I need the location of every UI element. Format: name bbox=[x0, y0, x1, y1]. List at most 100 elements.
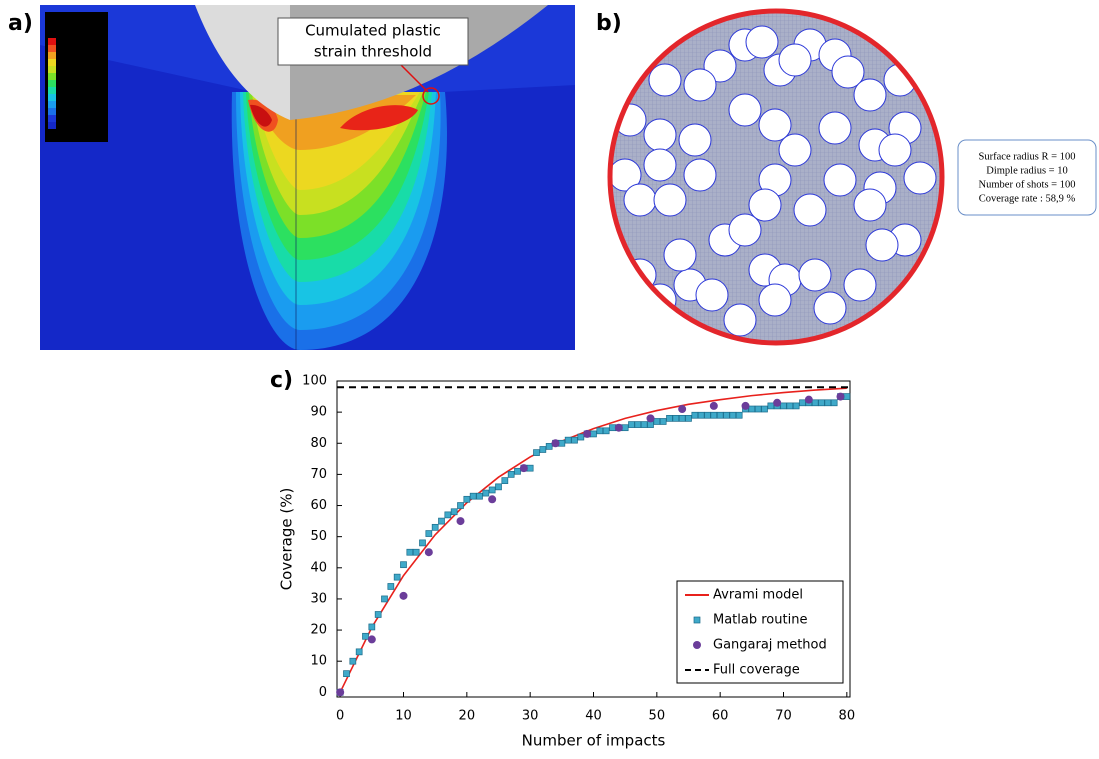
square-marker bbox=[412, 548, 420, 556]
square-marker bbox=[659, 418, 667, 425]
square-marker bbox=[704, 411, 711, 419]
square-marker bbox=[811, 399, 819, 407]
square-marker bbox=[431, 523, 439, 531]
callout-text: Cumulated plastic bbox=[305, 22, 441, 40]
square-marker bbox=[590, 430, 597, 438]
circle-marker bbox=[367, 635, 376, 644]
square-marker bbox=[697, 411, 705, 419]
legend: Avrami model Matlab routine Gangaraj metho… bbox=[676, 580, 844, 684]
square-marker bbox=[545, 443, 553, 450]
square-marker bbox=[406, 548, 414, 556]
x-tick-label: 0 bbox=[336, 709, 344, 724]
square-marker bbox=[653, 418, 661, 425]
square-marker bbox=[628, 421, 635, 428]
square-marker bbox=[672, 415, 680, 422]
circle-marker bbox=[614, 423, 623, 432]
square-marker bbox=[609, 424, 616, 432]
y-tick-label: 80 bbox=[310, 436, 327, 451]
square-marker bbox=[792, 402, 800, 410]
y-tick-label: 60 bbox=[310, 498, 327, 513]
legend-swatch bbox=[693, 641, 701, 649]
y-tick-label: 100 bbox=[302, 374, 327, 389]
square-marker bbox=[647, 421, 654, 428]
circle-marker bbox=[551, 439, 560, 448]
circle-marker bbox=[583, 429, 592, 438]
legend-label: Full coverage bbox=[713, 663, 800, 678]
square-marker bbox=[482, 489, 490, 497]
square-marker bbox=[393, 573, 401, 581]
square-marker bbox=[843, 393, 851, 400]
y-tick-label: 30 bbox=[310, 591, 327, 606]
square-marker bbox=[444, 511, 452, 519]
info-text: Dimple radius = 10 bbox=[986, 165, 1067, 176]
square-marker bbox=[438, 517, 445, 525]
callout-box bbox=[277, 17, 469, 66]
square-marker bbox=[476, 492, 483, 500]
x-tick-label: 10 bbox=[395, 709, 412, 724]
circle-marker bbox=[646, 414, 655, 423]
square-marker bbox=[558, 439, 566, 447]
info-text: Coverage rate : 58,9 % bbox=[979, 193, 1076, 204]
square-marker bbox=[419, 539, 426, 547]
surface-border bbox=[607, 8, 945, 346]
square-marker bbox=[830, 399, 838, 407]
circle-marker bbox=[456, 517, 465, 526]
square-marker bbox=[349, 657, 357, 665]
square-marker bbox=[748, 405, 756, 413]
square-marker bbox=[761, 405, 768, 413]
square-marker bbox=[640, 421, 648, 428]
square-marker bbox=[514, 467, 521, 475]
model-line bbox=[339, 387, 847, 693]
square-marker bbox=[571, 436, 578, 444]
square-marker bbox=[400, 561, 407, 569]
info-text: Surface radius R = 100 bbox=[979, 151, 1076, 162]
circle-marker bbox=[773, 398, 782, 407]
square-marker bbox=[767, 402, 775, 410]
x-axis-label: Number of impacts bbox=[522, 732, 666, 750]
square-marker bbox=[564, 436, 572, 444]
square-marker bbox=[723, 411, 730, 419]
square-marker bbox=[596, 427, 604, 435]
square-marker bbox=[754, 405, 762, 413]
square-marker bbox=[495, 483, 502, 491]
dimples bbox=[610, 25, 937, 337]
legend-label: Matlab routine bbox=[713, 613, 807, 628]
x-tick-label: 30 bbox=[522, 709, 539, 724]
x-tick-label: 60 bbox=[712, 709, 729, 724]
square-marker bbox=[368, 623, 376, 631]
colorbar bbox=[48, 38, 56, 129]
legend-label: Gangaraj method bbox=[713, 638, 827, 653]
y-tick-label: 50 bbox=[310, 529, 327, 544]
panel-label: b) bbox=[596, 11, 622, 36]
circle-marker bbox=[804, 395, 813, 404]
square-marker bbox=[577, 433, 585, 441]
info-box bbox=[957, 139, 1097, 216]
panel-label: a) bbox=[8, 11, 33, 36]
x-tick-label: 50 bbox=[649, 709, 666, 724]
square-marker bbox=[539, 446, 547, 453]
square-marker bbox=[729, 411, 737, 419]
y-tick-label: 90 bbox=[310, 405, 327, 420]
circle-marker bbox=[836, 392, 845, 401]
square-marker bbox=[469, 492, 477, 500]
y-axis-label: Coverage (%) bbox=[278, 488, 296, 591]
square-marker bbox=[634, 421, 642, 428]
indenter-left bbox=[195, 5, 290, 120]
fea-panel: Cumulated plastic strain threshold bbox=[40, 5, 575, 350]
y-tick-label: 20 bbox=[310, 623, 327, 638]
panel-label: c) bbox=[270, 368, 293, 393]
contour bbox=[340, 105, 418, 131]
square-marker bbox=[716, 411, 724, 419]
x-tick-label: 80 bbox=[839, 709, 856, 724]
callout-pointer bbox=[399, 63, 429, 93]
square-marker bbox=[374, 611, 382, 618]
circle-marker bbox=[519, 464, 528, 473]
y-tick-label: 10 bbox=[310, 654, 327, 669]
square-marker bbox=[780, 402, 787, 410]
square-marker bbox=[666, 415, 673, 422]
legend-swatch bbox=[693, 616, 701, 624]
x-tick-label: 20 bbox=[459, 709, 476, 724]
square-marker bbox=[735, 411, 743, 419]
x-tick-label: 40 bbox=[585, 709, 602, 724]
